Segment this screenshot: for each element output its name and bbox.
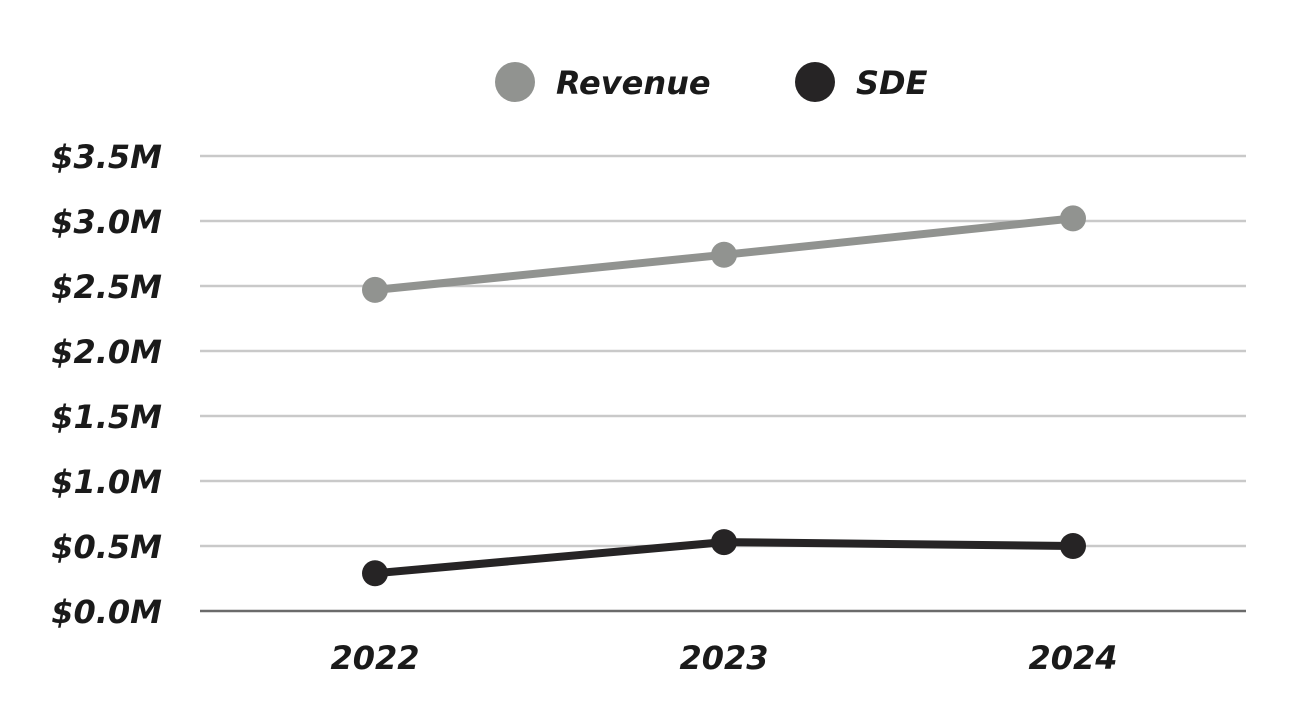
revenue-data-point — [362, 276, 388, 303]
y-tick-label: $1.0M — [51, 463, 162, 501]
y-tick-label: $1.5M — [51, 398, 162, 436]
y-tick-label: $2.5M — [51, 268, 162, 306]
series-lines — [362, 205, 1086, 587]
sde-data-point — [1060, 533, 1086, 559]
sde-data-point — [362, 560, 388, 587]
legend: Revenue SDE — [495, 62, 928, 102]
legend-item-revenue: Revenue — [495, 62, 711, 102]
y-axis-ticks: $0.0M $0.5M $1.0M $1.5M $2.0M $2.5M $3.0M $3.5M — [51, 138, 162, 631]
x-tick-label: 2022 — [330, 639, 419, 677]
legend-swatch-sde — [795, 62, 835, 102]
legend-swatch-revenue — [495, 62, 535, 102]
y-tick-label: $0.0M — [51, 593, 162, 631]
x-axis-ticks: 2022 2023 2024 — [330, 639, 1117, 677]
revenue-data-point — [711, 241, 737, 268]
y-tick-label: $0.5M — [51, 528, 162, 566]
x-tick-label: 2023 — [679, 639, 768, 677]
revenue-data-point — [1060, 205, 1086, 232]
sde-data-point — [711, 529, 737, 556]
y-tick-label: $3.0M — [51, 203, 162, 241]
legend-label-revenue: Revenue — [556, 64, 711, 102]
legend-label-sde: SDE — [856, 64, 928, 102]
y-tick-label: $2.0M — [51, 333, 162, 371]
y-tick-label: $3.5M — [51, 138, 162, 176]
x-tick-label: 2024 — [1028, 639, 1117, 677]
legend-item-sde: SDE — [795, 62, 928, 102]
